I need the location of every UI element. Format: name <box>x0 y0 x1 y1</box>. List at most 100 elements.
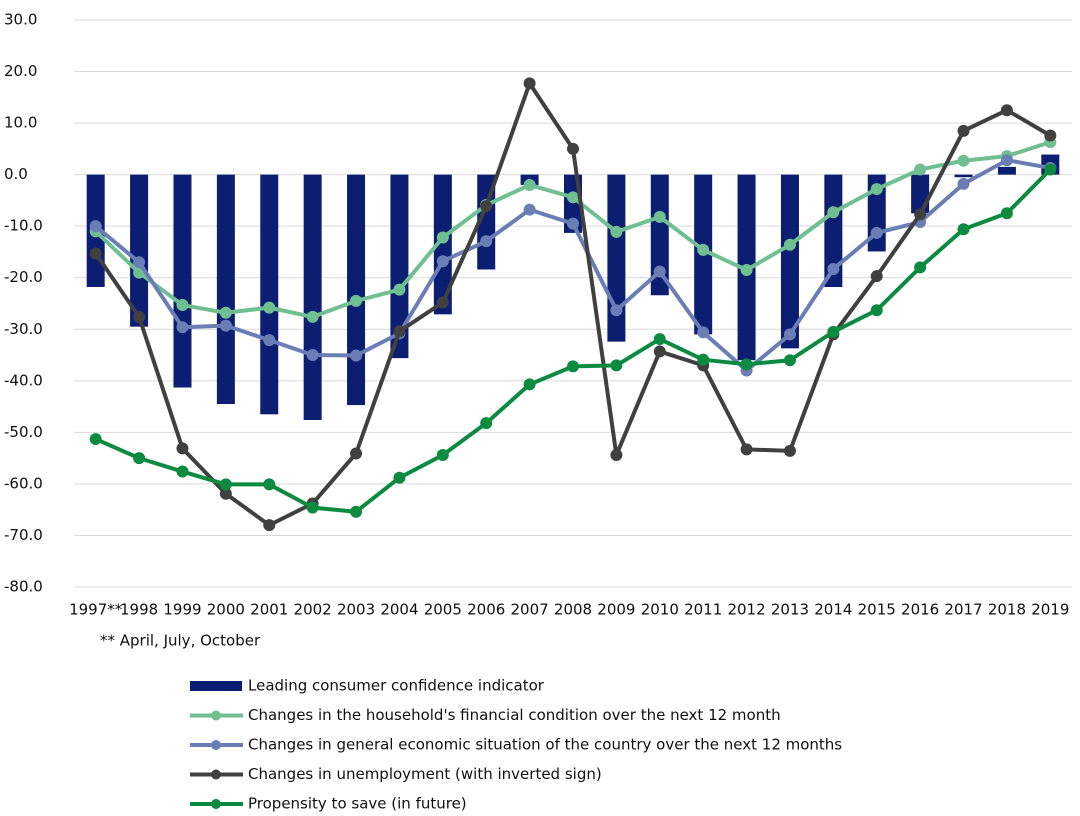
marker <box>263 478 276 491</box>
marker <box>740 443 753 456</box>
marker <box>1044 129 1057 142</box>
marker <box>697 353 710 366</box>
legend-label: Leading consumer confidence indicator <box>248 677 545 695</box>
legend-marker <box>211 740 221 750</box>
bar <box>433 174 452 315</box>
marker <box>176 465 189 478</box>
bar <box>824 174 843 288</box>
marker <box>523 378 536 391</box>
marker <box>653 345 666 358</box>
x-tick-label: 1997** <box>69 601 123 619</box>
y-tick-label: -70.0 <box>4 526 43 544</box>
marker <box>133 452 146 465</box>
x-tick-label: 2015 <box>858 601 896 619</box>
marker <box>219 487 232 500</box>
bar <box>997 166 1016 175</box>
x-tick-label: 2014 <box>814 601 852 619</box>
marker <box>957 154 970 167</box>
marker <box>393 471 406 484</box>
marker <box>827 262 840 275</box>
x-tick-label: 2013 <box>771 601 809 619</box>
marker <box>176 442 189 455</box>
marker <box>219 306 232 319</box>
x-tick-label: 2003 <box>337 601 375 619</box>
x-tick-label: 2010 <box>641 601 679 619</box>
marker <box>870 270 883 283</box>
marker <box>870 226 883 239</box>
marker <box>350 349 363 362</box>
marker <box>957 124 970 137</box>
bar <box>347 174 366 406</box>
x-tick-label: 1999 <box>163 601 201 619</box>
marker <box>783 238 796 251</box>
marker <box>436 449 449 462</box>
marker <box>783 354 796 367</box>
marker <box>914 163 927 176</box>
legend-marker <box>211 799 221 809</box>
marker <box>653 210 666 223</box>
marker <box>523 203 536 216</box>
marker <box>740 263 753 276</box>
marker <box>610 304 623 317</box>
y-tick-label: -60.0 <box>4 474 43 492</box>
y-tick-label: -30.0 <box>4 320 43 338</box>
marker <box>480 417 493 430</box>
legend-label: Changes in general economic situation of… <box>248 736 842 754</box>
marker <box>480 200 493 213</box>
marker <box>827 206 840 219</box>
x-tick-label: 1998 <box>120 601 158 619</box>
bar <box>173 174 192 388</box>
marker <box>653 265 666 278</box>
marker <box>393 325 406 338</box>
marker <box>350 294 363 307</box>
marker <box>133 310 146 323</box>
y-tick-label: 20.0 <box>4 62 37 80</box>
bar <box>954 174 973 178</box>
marker <box>133 256 146 269</box>
marker <box>523 77 536 90</box>
marker <box>176 321 189 334</box>
marker <box>263 301 276 314</box>
marker <box>914 261 927 274</box>
y-tick-label: -40.0 <box>4 371 43 389</box>
x-tick-label: 2008 <box>554 601 592 619</box>
marker <box>219 319 232 332</box>
x-tick-label: 2009 <box>597 601 635 619</box>
marker <box>89 433 102 446</box>
y-tick-label: -20.0 <box>4 268 43 286</box>
y-tick-label: 10.0 <box>4 114 37 132</box>
y-tick-label: -80.0 <box>4 578 43 596</box>
marker <box>480 235 493 248</box>
bar <box>650 174 669 296</box>
marker <box>219 478 232 491</box>
marker <box>176 299 189 312</box>
marker <box>783 444 796 457</box>
marker <box>263 519 276 532</box>
marker <box>827 325 840 338</box>
marker <box>610 449 623 462</box>
marker <box>914 208 927 221</box>
bar <box>390 174 409 359</box>
marker <box>957 177 970 190</box>
marker <box>393 283 406 296</box>
x-tick-label: 2002 <box>294 601 332 619</box>
marker <box>653 333 666 346</box>
bar <box>130 174 149 327</box>
marker <box>610 359 623 372</box>
x-tick-label: 2017 <box>944 601 982 619</box>
y-tick-label: -10.0 <box>4 217 43 235</box>
marker <box>1044 163 1057 176</box>
marker <box>697 326 710 339</box>
marker <box>567 142 579 155</box>
marker <box>957 223 970 236</box>
marker <box>783 328 796 341</box>
note: ** April, July, October <box>100 632 261 650</box>
marker <box>436 255 449 268</box>
marker <box>697 243 710 256</box>
marker <box>350 505 363 518</box>
x-tick-label: 2006 <box>467 601 505 619</box>
marker <box>870 304 883 317</box>
x-tick-label: 2005 <box>424 601 462 619</box>
marker <box>567 360 579 373</box>
